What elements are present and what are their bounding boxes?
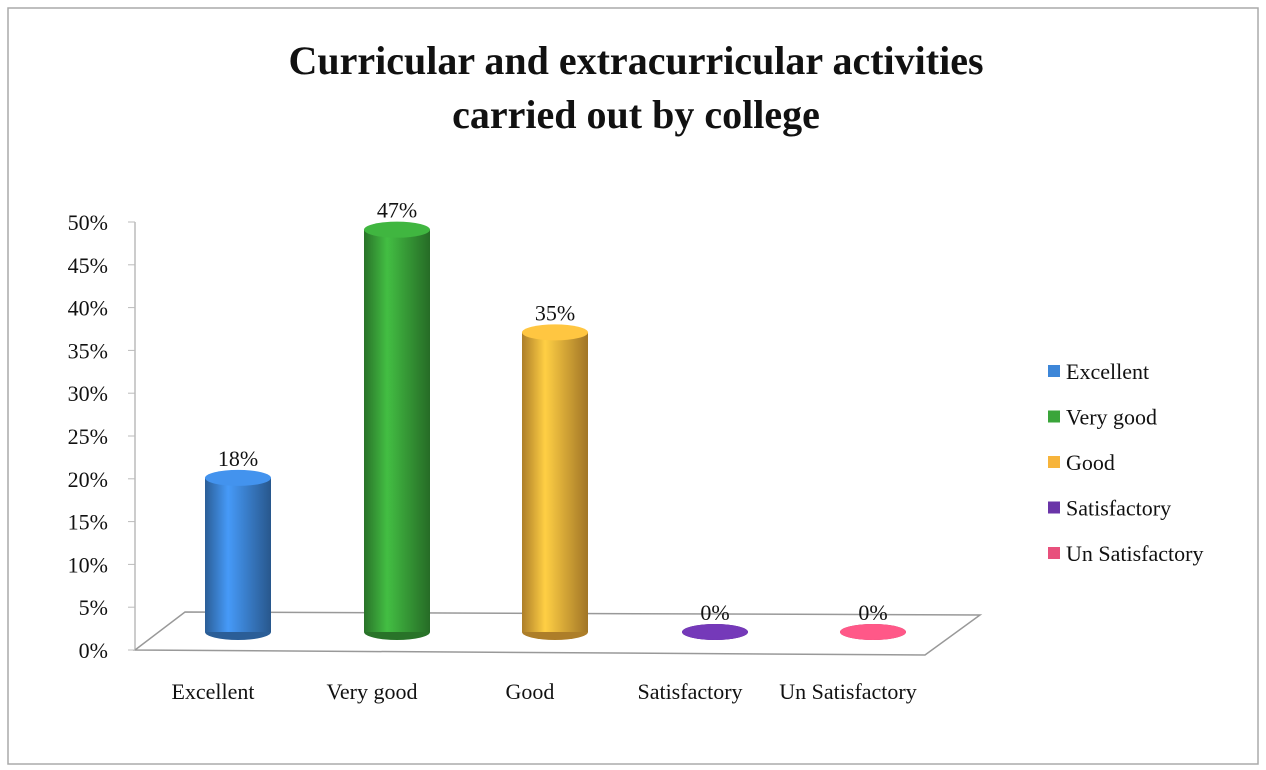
bar-top — [840, 624, 906, 640]
x-tick-label: Un Satisfactory — [779, 679, 917, 704]
x-tick-label: Excellent — [171, 679, 255, 704]
x-tick-label: Very good — [326, 679, 418, 704]
bar-top — [682, 624, 748, 640]
bar-top — [522, 324, 588, 341]
legend-label: Excellent — [1066, 359, 1149, 384]
y-tick-label: 25% — [68, 424, 108, 449]
data-label: 35% — [535, 300, 575, 325]
x-tick-label: Satisfactory — [637, 679, 743, 704]
chart-title: Curricular and extracurricular activitie… — [288, 38, 983, 83]
legend-label: Very good — [1066, 405, 1157, 430]
legend-swatch — [1048, 547, 1060, 559]
bar — [364, 229, 430, 632]
y-tick-label: 5% — [79, 595, 108, 620]
y-tick-label: 20% — [68, 467, 108, 492]
bar-top — [205, 469, 271, 486]
legend-label: Un Satisfactory — [1066, 541, 1203, 566]
y-tick-label: 0% — [79, 638, 108, 663]
data-label: 0% — [858, 600, 887, 625]
legend-swatch — [1048, 410, 1060, 423]
y-tick-label: 10% — [68, 552, 108, 577]
legend-label: Satisfactory — [1066, 496, 1171, 521]
data-label: 47% — [377, 198, 417, 223]
bar — [522, 332, 588, 632]
y-tick-label: 40% — [68, 296, 108, 321]
y-tick-label: 50% — [68, 210, 108, 235]
y-tick-label: 15% — [68, 510, 108, 535]
x-tick-label: Good — [505, 679, 555, 704]
y-tick-label: 45% — [68, 253, 108, 278]
legend-swatch — [1048, 456, 1060, 468]
bar-top — [364, 221, 430, 238]
bar — [205, 477, 271, 632]
legend-label: Good — [1066, 450, 1115, 475]
legend-swatch — [1048, 501, 1060, 514]
y-tick-label: 35% — [68, 338, 108, 363]
data-label: 18% — [218, 446, 258, 471]
data-label: 0% — [700, 600, 729, 625]
chart-title: carried out by college — [452, 92, 820, 137]
legend-swatch — [1048, 365, 1060, 377]
y-tick-label: 30% — [68, 381, 108, 406]
